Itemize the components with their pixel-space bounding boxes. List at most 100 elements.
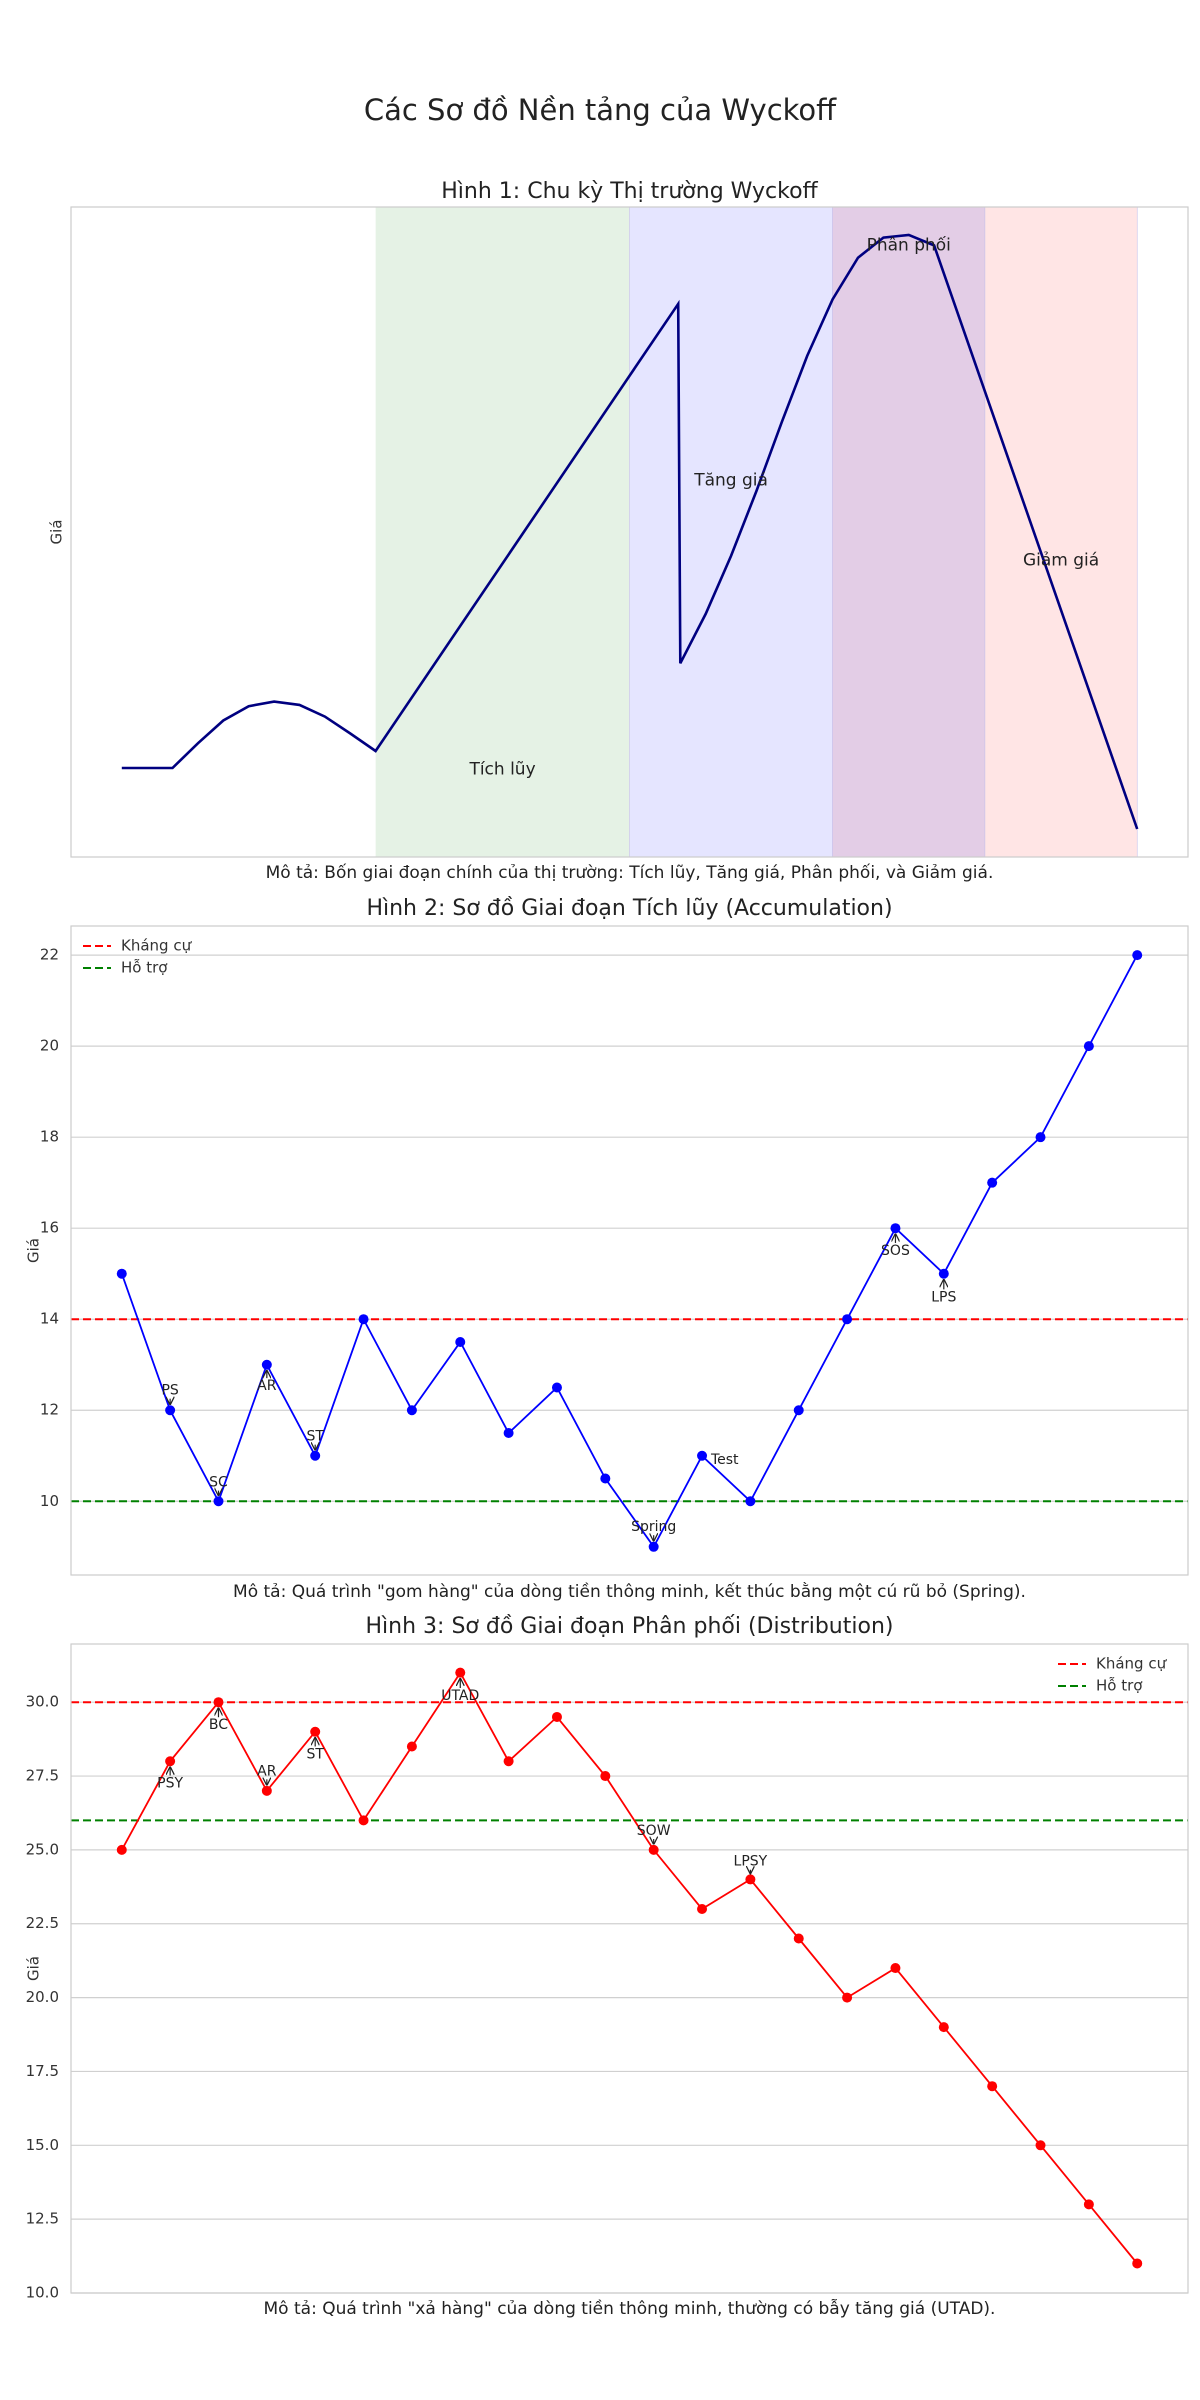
data-point	[890, 1223, 901, 1234]
data-point	[455, 1667, 466, 1678]
y-tick-label: 20	[40, 1037, 59, 1055]
data-point	[1083, 2199, 1094, 2210]
data-point	[987, 1177, 998, 1188]
y-tick-label: 12	[40, 1401, 59, 1419]
data-point	[793, 1405, 804, 1416]
data-point	[793, 1933, 804, 1944]
phase-label: Tăng giá	[693, 471, 768, 491]
y-tick-label: 10.0	[26, 2284, 59, 2302]
legend-label: Kháng cự	[1096, 1655, 1168, 1673]
plot-area	[71, 1644, 1188, 2293]
annotation: Test	[710, 1452, 739, 1468]
caption: Mô tả: Quá trình "xả hàng" của dòng tiền…	[264, 2298, 996, 2319]
data-point	[406, 1741, 417, 1752]
y-axis-label: Giá	[25, 1238, 43, 1263]
data-point	[455, 1336, 466, 1347]
data-point	[503, 1428, 514, 1439]
annotation: BC	[209, 1717, 228, 1733]
annotation: ST	[306, 1429, 324, 1445]
data-point	[358, 1815, 369, 1826]
plot-frame	[70, 206, 1189, 858]
data-point	[261, 1359, 272, 1370]
caption: Mô tả: Quá trình "gom hàng" của dòng tiề…	[233, 1581, 1026, 1602]
data-point	[987, 2081, 998, 2092]
annotation: PSY	[157, 1775, 183, 1791]
annotation: AR	[257, 1763, 277, 1779]
data-point	[938, 2022, 949, 2033]
phase-band	[375, 207, 630, 857]
y-tick-label: 16	[40, 1219, 59, 1237]
y-tick-label: 10	[40, 1492, 59, 1510]
y-tick-label: 22.5	[26, 1914, 59, 1932]
chart-title: Hình 2: Sơ đồ Giai đoạn Tích lũy (Accumu…	[366, 896, 892, 921]
data-point	[358, 1314, 369, 1325]
y-axis-label: Giá	[48, 520, 66, 545]
data-point	[842, 1314, 853, 1325]
chart-title: Hình 1: Chu kỳ Thị trường Wyckoff	[441, 179, 818, 204]
data-point	[745, 1496, 756, 1507]
phase-label: Phân phối	[867, 234, 951, 255]
annotation: AR	[257, 1378, 277, 1394]
data-point	[1083, 1041, 1094, 1052]
data-point	[213, 1697, 224, 1708]
series-line	[121, 233, 1139, 830]
legend-label: Hỗ trợ	[1096, 1677, 1143, 1695]
data-point	[745, 1874, 756, 1885]
data-point	[503, 1756, 514, 1767]
y-tick-label: 18	[40, 1128, 59, 1146]
annotation: SC	[209, 1475, 228, 1491]
annotation: PS	[161, 1383, 178, 1399]
data-point	[842, 1992, 853, 2003]
phase-label: Giảm giá	[1023, 551, 1099, 571]
data-point	[648, 1844, 659, 1855]
data-point	[165, 1756, 176, 1767]
data-point	[697, 1450, 708, 1461]
y-tick-label: 15.0	[26, 2136, 59, 2154]
phase-label: Tích lũy	[468, 759, 535, 779]
y-tick-label: 17.5	[26, 2062, 59, 2080]
data-point	[938, 1268, 949, 1279]
data-point	[551, 1382, 562, 1393]
data-point	[261, 1785, 272, 1796]
data-point	[1132, 2258, 1143, 2269]
data-point	[600, 1771, 611, 1782]
y-axis-label: Giá	[25, 1956, 43, 1981]
phase-band	[984, 206, 1138, 858]
y-tick-label: 20.0	[26, 1988, 59, 2006]
annotation: Spring	[631, 1519, 676, 1535]
annotation: LPSY	[734, 1854, 768, 1870]
y-tick-label: 25.0	[26, 1840, 59, 1858]
annotation: UTAD	[441, 1688, 479, 1704]
data-point	[890, 1963, 901, 1974]
caption: Mô tả: Bốn giai đoạn chính của thị trườn…	[266, 862, 994, 883]
data-point	[310, 1450, 321, 1461]
plot-frame	[70, 1643, 1189, 2294]
annotation: SOW	[637, 1823, 671, 1839]
y-tick-label: 27.5	[26, 1767, 59, 1785]
page-title: Các Sơ đồ Nền tảng của Wyckoff	[364, 93, 837, 127]
annotation: ST	[306, 1746, 324, 1762]
chart-title: Hình 3: Sơ đồ Giai đoạn Phân phối (Distr…	[366, 1614, 894, 1639]
data-point	[648, 1541, 659, 1552]
phase-band	[832, 206, 986, 858]
y-tick-label: 14	[40, 1310, 59, 1328]
data-point	[213, 1496, 224, 1507]
data-point	[1035, 2140, 1046, 2151]
plot-area	[71, 926, 1188, 1575]
data-point	[600, 1473, 611, 1484]
annotation: SOS	[881, 1243, 910, 1259]
annotation: LPS	[931, 1289, 956, 1305]
series-line	[121, 1670, 1138, 2265]
data-point	[1132, 950, 1143, 961]
data-point	[116, 1268, 127, 1279]
legend-label: Hỗ trợ	[121, 959, 168, 977]
y-tick-label: 22	[40, 946, 59, 964]
data-point	[165, 1405, 176, 1416]
data-point	[310, 1726, 321, 1737]
phase-band	[629, 206, 833, 858]
series-line	[120, 954, 1138, 1549]
y-tick-label: 30.0	[26, 1693, 59, 1711]
y-tick-label: 12.5	[26, 2210, 59, 2228]
data-point	[116, 1844, 127, 1855]
